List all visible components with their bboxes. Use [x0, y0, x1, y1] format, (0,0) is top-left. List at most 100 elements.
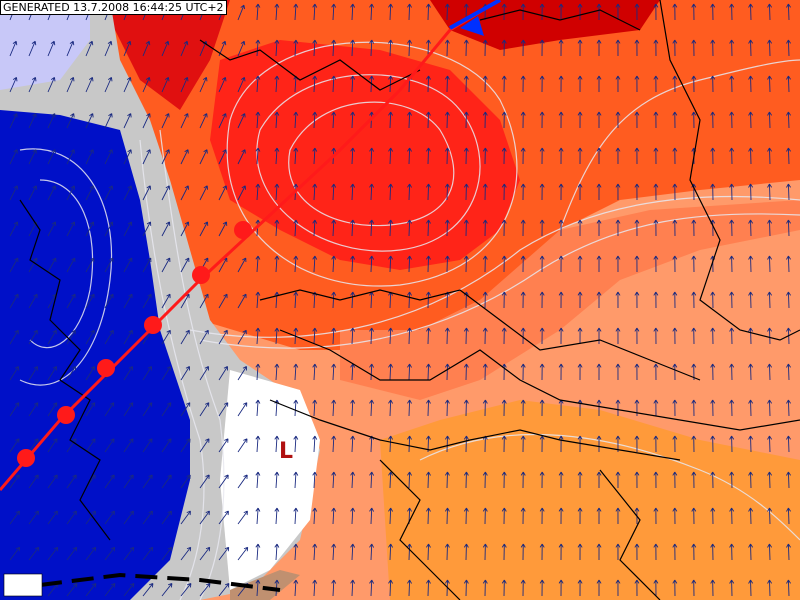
- wind-arrow: [615, 75, 621, 93]
- wind-arrow: [66, 510, 77, 525]
- wind-arrow: [350, 255, 356, 273]
- wind-arrow: [331, 435, 337, 453]
- wind-arrow: [520, 435, 526, 453]
- wind-arrow: [463, 471, 469, 489]
- wind-arrow: [331, 183, 337, 201]
- wind-arrow: [28, 546, 40, 561]
- wind-arrow: [350, 291, 356, 309]
- wind-arrow: [691, 255, 697, 273]
- wind-arrow: [539, 363, 545, 381]
- wind-arrow: [350, 147, 356, 165]
- front-symbol: [234, 221, 252, 239]
- wind-arrow: [312, 3, 318, 21]
- wind-arrow: [388, 507, 393, 525]
- wind-arrow: [66, 113, 75, 129]
- wind-arrow: [577, 579, 583, 597]
- wind-arrow: [388, 147, 393, 165]
- wind-arrow: [520, 3, 526, 21]
- wind-arrow: [9, 293, 19, 309]
- wind-arrow: [104, 293, 114, 309]
- wind-arrow: [66, 329, 76, 345]
- wind-arrow: [596, 399, 602, 417]
- wind-arrow: [558, 39, 564, 57]
- isobar: [199, 213, 800, 349]
- wind-arrow: [407, 579, 412, 597]
- wind-arrow: [104, 77, 113, 93]
- wind-arrow: [9, 546, 21, 561]
- wind-arrow: [350, 471, 356, 489]
- wind-arrow: [47, 366, 57, 381]
- wind-arrow: [350, 183, 356, 201]
- wind-arrow: [123, 474, 134, 489]
- wind-arrow: [369, 39, 375, 57]
- wind-arrow: [142, 366, 152, 381]
- wind-arrow: [104, 257, 114, 273]
- wind-arrow: [463, 147, 469, 165]
- wind-arrow: [104, 402, 115, 417]
- wind-arrow: [66, 40, 75, 57]
- wind-arrow: [28, 257, 38, 273]
- wind-arrow: [463, 255, 469, 273]
- wind-arrow: [596, 183, 602, 201]
- wind-arrow: [596, 75, 602, 93]
- wind-arrow: [729, 471, 735, 489]
- wind-arrow: [426, 579, 431, 597]
- wind-arrow: [463, 399, 469, 417]
- wind-arrow: [520, 147, 526, 165]
- wind-arrow: [710, 147, 716, 165]
- wind-arrow: [199, 149, 208, 165]
- wind-arrow: [615, 327, 621, 345]
- wind-arrow: [331, 363, 337, 381]
- wind-arrow: [596, 543, 602, 561]
- wind-arrow: [104, 185, 113, 201]
- wind-arrow: [729, 147, 735, 165]
- wind-arrow: [596, 255, 602, 273]
- front-symbol: [97, 359, 115, 377]
- wind-arrow: [501, 147, 507, 165]
- wind-arrow: [388, 579, 393, 597]
- wind-arrow: [218, 583, 230, 597]
- wind-arrow: [28, 293, 38, 309]
- wind-arrow: [293, 291, 299, 309]
- wind-arrow: [180, 113, 189, 129]
- wind-arrow: [501, 471, 507, 489]
- wind-arrow: [142, 438, 153, 453]
- wind-arrow: [482, 543, 488, 561]
- wind-arrow: [748, 147, 754, 165]
- wind-arrow: [312, 255, 318, 273]
- wind-arrow: [729, 291, 735, 309]
- isobar: [159, 129, 225, 600]
- wind-arrow: [426, 291, 431, 309]
- wind-arrow: [786, 543, 791, 561]
- wind-arrow: [407, 291, 412, 309]
- wind-arrow: [577, 543, 583, 561]
- wind-arrow: [47, 546, 59, 561]
- wind-arrow: [634, 363, 640, 381]
- wind-arrow: [653, 219, 659, 237]
- wind-arrow: [577, 363, 583, 381]
- wind-arrow: [520, 255, 526, 273]
- isobar: [139, 139, 205, 600]
- wind-arrow: [596, 3, 602, 21]
- wind-arrow: [634, 147, 640, 165]
- wind-arrow: [237, 293, 247, 309]
- wind-arrow: [180, 40, 189, 57]
- wind-arrow: [180, 257, 190, 273]
- wind-arrow: [350, 75, 356, 93]
- wind-arrow: [331, 291, 337, 309]
- wind-arrow: [388, 111, 393, 129]
- wind-arrow: [634, 219, 640, 237]
- white-region: [220, 370, 320, 590]
- wind-arrow: [9, 149, 18, 165]
- wind-arrow: [331, 3, 337, 21]
- wind-arrow: [407, 543, 412, 561]
- wind-arrow: [672, 255, 678, 273]
- wind-arrow: [748, 399, 754, 417]
- wind-arrow: [142, 221, 152, 237]
- wind-arrow: [577, 75, 583, 93]
- wind-arrow: [161, 366, 171, 381]
- wind-arrow: [237, 438, 248, 453]
- border: [279, 329, 800, 431]
- wind-arrow: [482, 327, 488, 345]
